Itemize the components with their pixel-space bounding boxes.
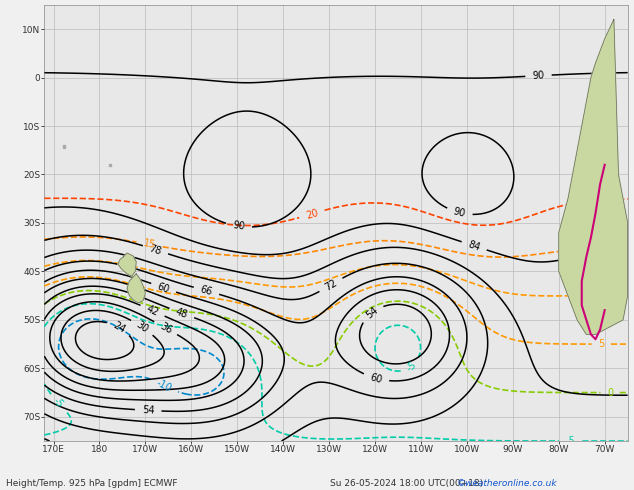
Text: 66: 66 bbox=[199, 284, 214, 297]
Text: 90: 90 bbox=[232, 220, 245, 232]
Text: 0: 0 bbox=[607, 388, 613, 397]
Text: 30: 30 bbox=[134, 319, 150, 335]
Polygon shape bbox=[63, 146, 65, 148]
Text: 60: 60 bbox=[369, 372, 384, 385]
Text: 42: 42 bbox=[145, 303, 160, 318]
Text: 90: 90 bbox=[453, 206, 467, 219]
Text: 5: 5 bbox=[598, 339, 604, 349]
Text: Su 26-05-2024 18:00 UTC(00+18): Su 26-05-2024 18:00 UTC(00+18) bbox=[330, 479, 483, 488]
Text: -5: -5 bbox=[51, 396, 65, 410]
Text: 10: 10 bbox=[576, 291, 588, 301]
Polygon shape bbox=[108, 164, 111, 166]
Text: 24: 24 bbox=[111, 320, 127, 335]
Text: 36: 36 bbox=[158, 320, 174, 336]
Text: 78: 78 bbox=[148, 243, 163, 256]
Text: ©weatheronline.co.uk: ©weatheronline.co.uk bbox=[456, 479, 557, 488]
Text: -10: -10 bbox=[155, 378, 174, 393]
Text: 54: 54 bbox=[142, 405, 155, 416]
Text: -5: -5 bbox=[566, 436, 576, 446]
Text: 20: 20 bbox=[304, 207, 320, 220]
Text: 72: 72 bbox=[323, 277, 339, 293]
Text: 48: 48 bbox=[174, 306, 190, 320]
Text: 54: 54 bbox=[364, 305, 380, 320]
Text: -5: -5 bbox=[404, 360, 418, 373]
Polygon shape bbox=[559, 20, 628, 334]
Text: Height/Temp. 925 hPa [gpdm] ECMWF: Height/Temp. 925 hPa [gpdm] ECMWF bbox=[6, 479, 178, 488]
Text: 84: 84 bbox=[467, 239, 482, 252]
Text: 90: 90 bbox=[532, 71, 545, 81]
Text: 60: 60 bbox=[156, 281, 171, 294]
Polygon shape bbox=[127, 274, 145, 303]
Polygon shape bbox=[118, 253, 136, 276]
Text: 15: 15 bbox=[143, 238, 157, 250]
